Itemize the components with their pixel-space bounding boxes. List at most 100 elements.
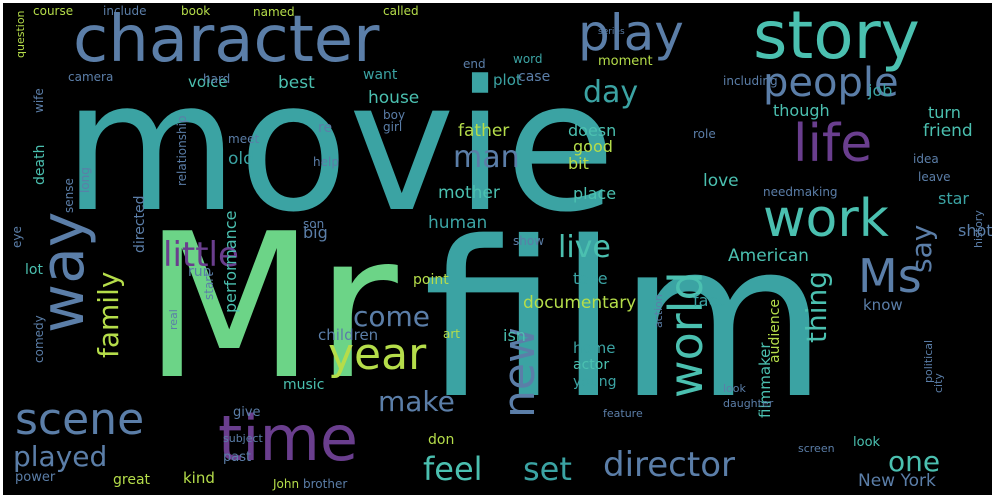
word-girl: girl [383, 120, 403, 134]
word-boy: boy [383, 108, 406, 122]
word-say: say [905, 224, 938, 273]
word-point: point [413, 272, 449, 288]
word-past: past [223, 450, 252, 465]
word-subject: subject [223, 432, 263, 445]
word-kind: kind [183, 469, 215, 487]
word-played: played [13, 440, 108, 473]
word-mother: mother [438, 183, 500, 203]
word-shot: shot [958, 221, 992, 240]
word-father: father [458, 121, 510, 141]
word-american: American [728, 246, 809, 266]
word-look: look [723, 382, 746, 395]
word-called: called [383, 4, 419, 18]
word-music: music [283, 377, 325, 393]
word-moment: moment [598, 54, 653, 69]
word-include: include [103, 4, 147, 18]
word-scene: scene [15, 394, 145, 445]
word-star: star [938, 189, 969, 208]
word-house: house [368, 88, 420, 108]
word-feel: feel [423, 450, 483, 488]
word-actor: actor [573, 357, 610, 373]
word-series: series [598, 27, 625, 37]
word-idea: idea [913, 152, 939, 166]
word-film: film [423, 195, 828, 446]
word-know: know [863, 296, 903, 314]
word-old: old [228, 149, 254, 169]
word-best: best [278, 73, 315, 93]
word-time: time [218, 402, 359, 475]
word-start: start [202, 272, 216, 300]
word-audience: audience [767, 298, 783, 363]
word-people: people [763, 60, 899, 106]
word-come: come [353, 300, 431, 333]
word-meet: meet [228, 132, 260, 146]
word-wife: wife [32, 88, 46, 113]
word-death: death [32, 144, 48, 185]
word-set: set [523, 450, 572, 488]
word-love: love [703, 171, 739, 191]
word-young: young [573, 374, 617, 390]
word-doesn: doesn [568, 121, 617, 140]
word-one: one [888, 445, 941, 478]
word-great: great [113, 472, 151, 488]
word-live: live [558, 230, 611, 265]
word-history: history [972, 210, 985, 248]
word-son: son [303, 217, 325, 231]
word-named: named [253, 5, 295, 19]
word-job: job [868, 81, 893, 100]
word-making: making [793, 185, 838, 199]
word-human: human [428, 213, 488, 233]
word-real: real [167, 309, 180, 330]
word-performance: performance [221, 210, 240, 313]
word-plot: plot [493, 71, 522, 89]
word-leave: leave [918, 170, 951, 184]
word-good: good [573, 137, 613, 156]
word-lot: lot [25, 262, 43, 278]
word-friend: friend [923, 121, 973, 141]
word-word: word [513, 52, 543, 66]
word-mr: Mr [143, 191, 398, 424]
word-turn: turn [928, 103, 961, 122]
word-bit: bit [568, 154, 589, 173]
word-home: home [573, 339, 616, 357]
word-hard: hard [203, 72, 231, 86]
word-question: question [14, 10, 27, 58]
word-though: though [773, 101, 830, 120]
word-character: character [73, 3, 380, 77]
word-year: year [328, 329, 427, 380]
word-place: place [573, 184, 617, 203]
word-little: little [163, 235, 239, 275]
word-john: John [273, 477, 300, 491]
word-sense: sense [62, 178, 76, 213]
word-end: end [463, 57, 486, 71]
word-eye: eye [10, 226, 24, 248]
word-re: re [318, 120, 333, 136]
word-documentary: documentary [523, 293, 637, 313]
word-including: including [723, 74, 778, 88]
word-want: want [363, 67, 398, 83]
word-camera: camera [68, 70, 114, 84]
word-isn: isn [503, 326, 526, 345]
word-action: action [652, 294, 665, 328]
word-screen: screen [798, 442, 835, 455]
word-comedy: comedy [32, 315, 46, 363]
word-course: course [33, 4, 74, 18]
word-voice: voice [188, 73, 228, 91]
word-feature: feature [603, 407, 643, 420]
word-life: life [793, 114, 873, 174]
word-give: give [233, 405, 261, 420]
word-role: role [693, 127, 716, 141]
word-look: look [853, 435, 881, 450]
word-man: man [453, 140, 520, 175]
word-ms: Ms [858, 249, 922, 303]
word-play: play [578, 4, 684, 62]
word-run: run [188, 264, 212, 280]
word-day: day [583, 75, 639, 110]
word-don: don [428, 432, 455, 448]
word-art: art [443, 327, 460, 341]
word-family: family [92, 271, 125, 358]
word-new-york: New York [858, 471, 936, 491]
word-thing: thing [800, 270, 833, 343]
word-take: take [573, 269, 608, 288]
word-director: director [603, 445, 735, 485]
